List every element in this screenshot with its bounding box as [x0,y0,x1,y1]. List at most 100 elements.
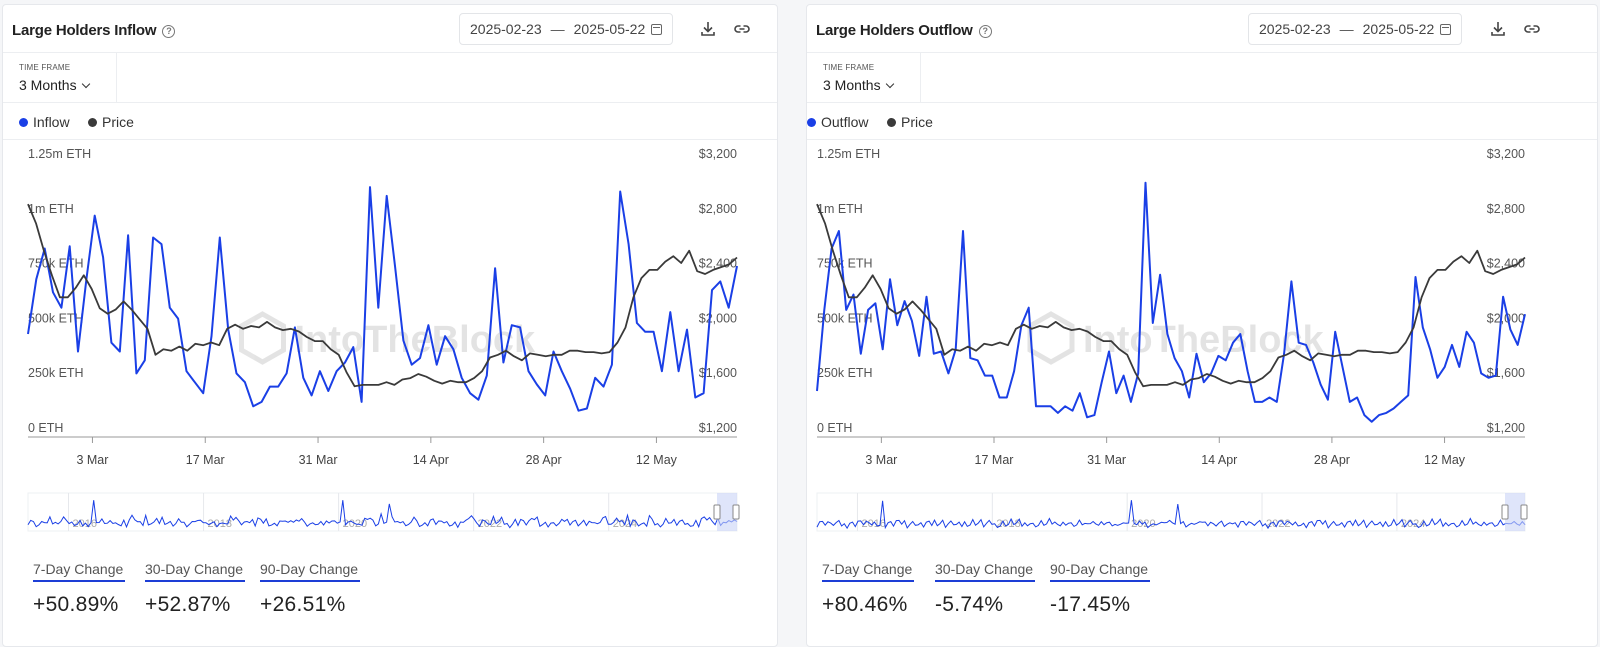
timeframe-selector[interactable]: TIME FRAME 3 Months [807,53,921,102]
navigator-handle-left-icon [713,504,721,520]
navigator-series [816,500,1526,530]
timeframe-selector[interactable]: TIME FRAME 3 Months [3,53,117,102]
x-tick-label: 28 Apr [526,453,562,467]
y-right-tick-label: $1,200 [1487,421,1525,435]
x-tick-label: 31 Mar [299,453,338,467]
inflow-chart[interactable]: 0 ETH $1,200 250k ETH $1,600 500k ETH $2,000 7… [3,141,778,551]
chevron-down-icon [81,79,90,89]
stat-label: 7-Day Change [822,561,915,582]
watermark: IntoTheBlock [239,311,537,365]
help-icon[interactable]: ? [978,25,992,38]
watermark-text: IntoTheBlock [295,319,537,361]
chart-legend: Inflow Price [3,103,777,140]
legend-dot [887,118,896,127]
date-start: 2025-02-23 [1259,21,1331,37]
watermark-logo-icon [1027,311,1075,365]
navigator-year-label: 2022 [1266,518,1290,530]
y-left-tick-label: 1m ETH [817,202,863,216]
panel-header: Large Holders Outflow? 2025-02-23—2025-0… [807,5,1597,53]
y-right-tick-label: $3,200 [1487,147,1525,161]
link-icon[interactable] [1523,20,1541,38]
x-tick-label: 14 Apr [1201,453,1237,467]
legend-label: Inflow [33,114,70,130]
y-left-tick-label: 250k ETH [28,366,84,380]
y-left-tick-label: 1.25m ETH [28,147,91,161]
download-icon[interactable] [699,20,717,38]
y-left-tick-label: 0 ETH [28,421,63,435]
stat-value: -5.74% [935,593,1004,616]
y-left-tick-label: 500k ETH [817,311,873,325]
chart-legend: Outflow Price [807,103,1597,140]
timeframe-value-text: 3 Months [19,77,77,93]
panel-title-text: Large Holders Inflow [12,22,157,39]
legend-label: Price [102,114,134,130]
timeframe-value[interactable]: 3 Months [19,77,90,93]
navigator-selection [717,493,737,531]
panel-title: Large Holders Outflow? [816,22,992,39]
y-left-tick-label: 1.25m ETH [817,147,880,161]
date-separator: — [1339,21,1354,37]
timeframe-label: TIME FRAME [823,63,875,72]
help-icon[interactable]: ? [162,25,176,38]
stat-value: -17.45% [1050,593,1131,616]
y-right-tick-label: $3,200 [699,147,737,161]
x-tick-label: 14 Apr [413,453,449,467]
stat-90-day[interactable]: 90-Day Change -17.45% [1050,561,1151,617]
stat-label: 7-Day Change [33,561,126,582]
stat-30-day[interactable]: 30-Day Change -5.74% [935,561,1036,617]
panel-header: Large Holders Inflow? 2025-02-23 — 2025-05… [3,5,777,53]
series-line-inflow [27,186,738,412]
stat-7-day[interactable]: 7-Day Change +80.46% [822,561,915,617]
download-icon[interactable] [1489,20,1507,38]
x-tick-label: 17 Mar [186,453,225,467]
timeframe-bar: TIME FRAME 3 Months [3,53,777,103]
x-tick-label: 3 Mar [865,453,897,467]
y-left-tick-label: 1m ETH [28,202,74,216]
y-right-tick-label: $2,800 [1487,202,1525,216]
series-line-price [816,203,1526,388]
stat-30-day[interactable]: 30-Day Change +52.87% [145,561,246,617]
date-range-picker[interactable]: 2025-02-23 — 2025-05-22 [459,13,674,45]
y-right-tick-label: $2,400 [699,257,737,271]
link-icon[interactable] [733,20,751,38]
timeframe-value[interactable]: 3 Months [823,77,894,93]
y-left-tick-label: 500k ETH [28,311,84,325]
y-right-tick-label: $1,600 [699,366,737,380]
stat-label: 90-Day Change [260,561,361,582]
legend-item-outflow[interactable]: Outflow [807,114,868,130]
date-range-picker[interactable]: 2025-02-23 — 2025-05-22 [1248,13,1463,45]
series-line-outflow [816,181,1526,423]
stat-value: +80.46% [822,593,908,616]
x-tick-label: 12 May [1424,453,1466,467]
stat-value: +52.87% [145,593,231,616]
navigator-frame [27,492,738,532]
chevron-down-icon [885,79,894,89]
navigator-handle-left-icon [1501,504,1509,520]
outflow-panel: Large Holders Outflow? 2025-02-23—2025-0… [806,4,1598,647]
outflow-chart[interactable]: 0 ETH $1,200 250k ETH $1,600 500k ETH $2,000 7… [807,141,1598,551]
x-tick-label: 12 May [636,453,678,467]
navigator-year-label: 2020 [343,518,367,530]
timeframe-bar: TIME FRAME 3 Months [807,53,1597,103]
calendar-icon [651,24,663,35]
y-left-tick-label: 250k ETH [817,366,873,380]
legend-item-price[interactable]: Price [88,114,134,130]
stat-label: 90-Day Change [1050,561,1151,582]
stat-90-day[interactable]: 90-Day Change +26.51% [260,561,361,617]
legend-item-price[interactable]: Price [887,114,933,130]
stat-value: +26.51% [260,593,346,616]
stat-label: 30-Day Change [935,561,1036,582]
y-right-tick-label: $2,000 [1487,311,1525,325]
timeframe-label: TIME FRAME [19,63,71,72]
navigator-handle-right-icon [732,504,740,520]
x-tick-label: 31 Mar [1087,453,1126,467]
y-left-tick-label: 0 ETH [817,421,852,435]
navigator-selection [1505,493,1525,531]
y-left-tick-label: 750k ETH [28,257,84,271]
y-right-tick-label: $2,000 [699,311,737,325]
stat-7-day[interactable]: 7-Day Change +50.89% [33,561,126,617]
date-end: 2025-05-22 [1362,21,1435,37]
y-right-tick-label: $1,600 [1487,366,1525,380]
legend-item-inflow[interactable]: Inflow [19,114,70,130]
